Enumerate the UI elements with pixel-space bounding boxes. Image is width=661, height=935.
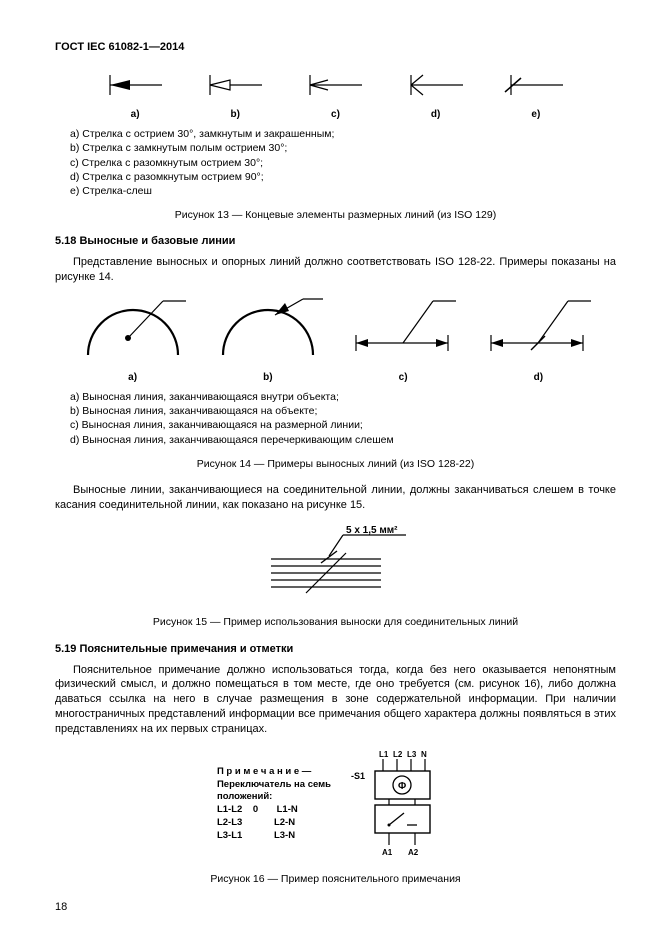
note-row-1: L2-L3 L2-N <box>217 817 331 830</box>
fig14-legend-c: c) Выносная линия, заканчивающаяся на ра… <box>70 418 616 432</box>
page: ГОСТ IEC 61082-1—2014 a) b) <box>0 0 661 935</box>
arrowhead-30-icon <box>300 70 370 100</box>
fig14-legend-d: d) Выносная линия, заканчивающаяся переч… <box>70 433 616 447</box>
sec519-title: 5.19 Пояснительные примечания и отметки <box>55 642 616 657</box>
arrow-b: b) <box>200 70 270 121</box>
fig13-legend-e: e) Стрелка-слеш <box>70 184 616 198</box>
fig15-caption: Рисунок 15 — Пример использования выноск… <box>55 615 616 629</box>
switch-schematic-icon: L1 L2 L3 N Φ -S1 <box>349 747 454 862</box>
arrow-e: e) <box>501 70 571 121</box>
note-row-2: L3-L1 L3-N <box>217 830 331 843</box>
note-row-0: L1-L2 0 L1-N <box>217 804 331 817</box>
fig15-icon: 5 x 1,5 мм² <box>251 521 421 601</box>
arrow-d-label: d) <box>401 108 471 122</box>
fig14-legend-a: a) Выносная линия, заканчивающаяся внутр… <box>70 390 616 404</box>
leader-dot-inside-icon <box>78 293 188 363</box>
sec518-title: 5.18 Выносные и базовые линии <box>55 234 616 249</box>
sec519-para: Пояснительное примечание должно использо… <box>55 663 616 737</box>
fig13-caption: Рисунок 13 — Концевые элементы размерных… <box>55 208 616 222</box>
leader-c-label: c) <box>348 371 458 385</box>
fig15: 5 x 1,5 мм² <box>55 521 616 606</box>
svg-text:L2: L2 <box>393 750 403 759</box>
fig13-arrows: a) b) c) d) <box>85 70 586 121</box>
leader-a: a) <box>78 293 188 384</box>
arrowhead-open-icon <box>200 70 270 100</box>
svg-text:N: N <box>421 750 427 759</box>
fig16-note: П р и м е ч а н и е — Переключатель на с… <box>217 766 331 843</box>
fig13-legend-b: b) Стрелка с замкнутым полым острием 30°… <box>70 141 616 155</box>
leader-a-label: a) <box>78 371 188 385</box>
doc-id: ГОСТ IEC 61082-1—2014 <box>55 40 616 55</box>
leader-d: d) <box>483 293 593 384</box>
leader-b: b) <box>213 293 323 384</box>
fig13-legend-c: c) Стрелка с разомкнутым острием 30°; <box>70 156 616 170</box>
arrow-b-label: b) <box>200 108 270 122</box>
fig15-text: 5 x 1,5 мм² <box>346 525 398 536</box>
fig14-legend: a) Выносная линия, заканчивающаяся внутр… <box>70 390 616 447</box>
leader-d-label: d) <box>483 371 593 385</box>
fig14-caption: Рисунок 14 — Примеры выносных линий (из … <box>55 457 616 471</box>
sec518-para: Представление выносных и опорных линий д… <box>55 255 616 285</box>
fig16-caption: Рисунок 16 — Пример пояснительного приме… <box>55 872 616 886</box>
fig16: П р и м е ч а н и е — Переключатель на с… <box>55 747 616 862</box>
leader-slash-icon <box>483 293 593 363</box>
fig13-legend: a) Стрелка с острием 30°, замкнутым и за… <box>70 127 616 198</box>
svg-text:A1: A1 <box>382 848 393 857</box>
fig13-legend-d: d) Стрелка с разомкнутым острием 90°; <box>70 170 616 184</box>
leader-arrow-on-icon <box>213 293 323 363</box>
svg-text:L3: L3 <box>407 750 417 759</box>
arrow-c: c) <box>300 70 370 121</box>
arrow-e-label: e) <box>501 108 571 122</box>
arrow-d: d) <box>401 70 471 121</box>
arrow-a-label: a) <box>100 108 170 122</box>
fig13-legend-a: a) Стрелка с острием 30°, замкнутым и за… <box>70 127 616 141</box>
note-title2: Переключатель на семь <box>217 779 331 792</box>
fig14-legend-b: b) Выносная линия, заканчивающаяся на об… <box>70 404 616 418</box>
svg-text:L1: L1 <box>379 750 389 759</box>
leader-on-dimline-icon <box>348 293 458 363</box>
arrowhead-filled-icon <box>100 70 170 100</box>
svg-text:A2: A2 <box>408 848 419 857</box>
fig14-row: a) b) c) <box>65 293 606 384</box>
note-title1: П р и м е ч а н и е — <box>217 766 331 779</box>
arrowhead-90-icon <box>401 70 471 100</box>
arrow-a: a) <box>100 70 170 121</box>
para-after14: Выносные линии, заканчивающиеся на соеди… <box>55 483 616 513</box>
arrowhead-slash-icon <box>501 70 571 100</box>
leader-b-label: b) <box>213 371 323 385</box>
svg-text:-S1: -S1 <box>351 771 365 781</box>
leader-c: c) <box>348 293 458 384</box>
page-number: 18 <box>55 900 67 915</box>
svg-text:Φ: Φ <box>398 781 406 792</box>
note-title3: положений: <box>217 791 331 804</box>
arrow-c-label: c) <box>300 108 370 122</box>
